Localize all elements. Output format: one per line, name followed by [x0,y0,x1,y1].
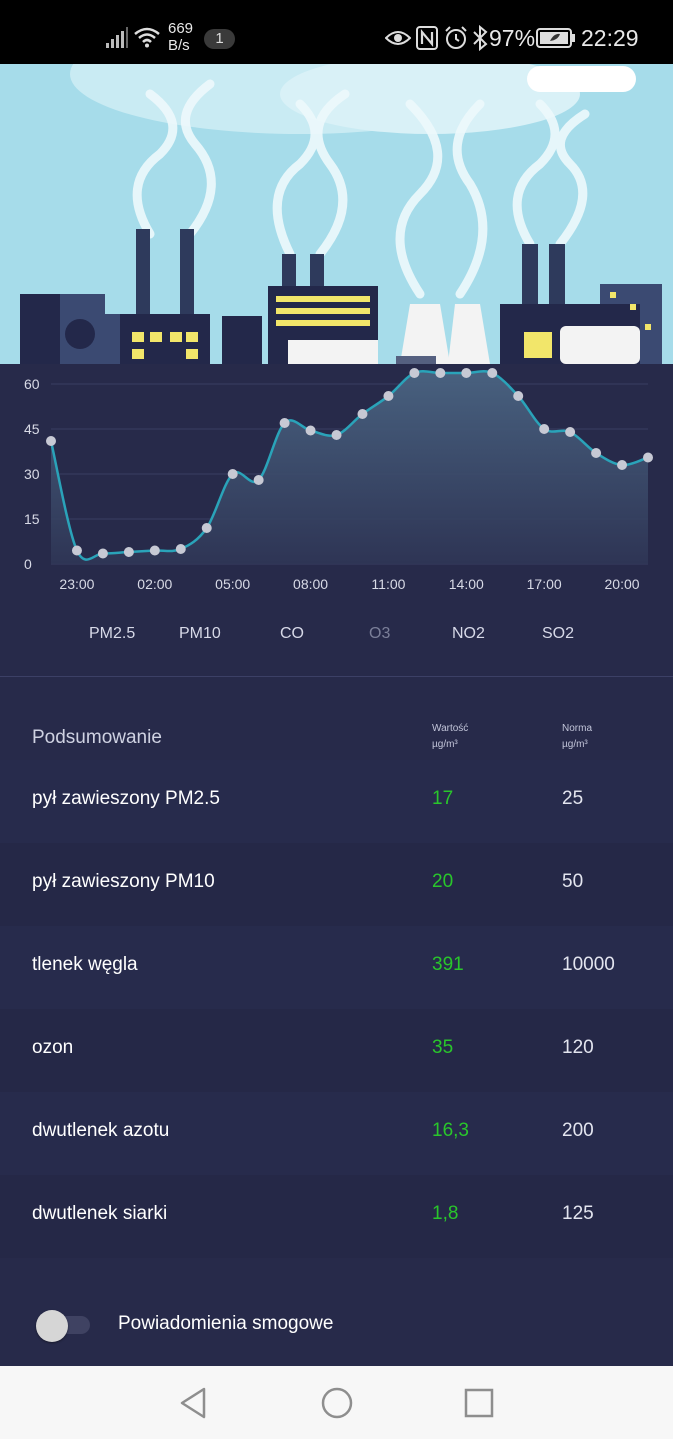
notification-count-badge: 1 [204,29,235,49]
x-tick-label: 08:00 [293,576,328,592]
data-point [279,418,290,428]
decorative-cloud-pill [527,66,636,92]
factory-skyline-image [20,64,662,364]
data-point [149,545,160,556]
pollutant-name: pył zawieszony PM10 [32,871,215,892]
x-tick-label: 14:00 [449,576,484,592]
data-point [539,424,550,434]
network-speed: 669 B/s [168,20,194,54]
table-row: pył zawieszony PM10 20 50 [0,843,673,926]
x-tick-label: 11:00 [371,576,405,592]
tab-o3[interactable]: O3 [369,625,391,642]
chart-area-fill [51,371,648,564]
data-point [643,452,653,463]
bluetooth-icon [473,25,488,51]
data-point [123,547,134,557]
data-point [435,368,446,378]
data-point [97,548,108,559]
wifi-icon [134,27,160,48]
data-point [513,391,524,401]
factory-illustration [0,64,673,364]
data-point [617,460,628,470]
data-point [253,475,264,485]
data-point [305,425,316,436]
norm-column-header: Norma µg/m³ [562,723,593,750]
x-tick-label: 17:00 [527,576,562,592]
pollutant-tabs: PM2.5 PM10 CO O3 NO2 SO2 [0,625,673,649]
value-column-header: Wartość µg/m³ [432,723,469,750]
pollutant-value: 16,3 [432,1120,469,1141]
pollutant-name: dwutlenek azotu [32,1120,170,1141]
data-point [175,544,186,554]
table-row: pył zawieszony PM2.5 17 25 [0,760,673,843]
pollutant-value: 17 [432,788,454,809]
y-tick-label: 60 [24,376,40,392]
x-tick-label: 23:00 [59,576,94,592]
data-point [461,368,472,378]
y-tick-label: 45 [24,421,40,437]
data-point [71,545,82,556]
pollution-line-chart: 0 15 30 45 60 23:00 02:00 05:00 08:00 11:00 14:00… [24,368,653,592]
tab-pm25[interactable]: PM2.5 [89,625,136,642]
x-tick-label: 02:00 [137,576,172,592]
table-row: tlenek węgla 391 10000 [0,926,673,1009]
pollutant-name: tlenek węgla [32,954,138,975]
nfc-icon [416,26,438,50]
data-point [591,448,602,458]
back-icon[interactable] [178,1386,208,1420]
table-row: ozon 35 120 [0,1009,673,1092]
pollutant-value: 1,8 [432,1203,459,1224]
y-tick-label: 0 [24,556,32,572]
table-row: dwutlenek siarki 1,8 125 [0,1175,673,1258]
divider [0,676,673,677]
pollutant-norm: 10000 [562,954,615,975]
battery-icon [536,28,575,48]
data-point [409,368,420,378]
pollutant-norm: 200 [562,1120,594,1141]
tab-no2[interactable]: NO2 [452,625,485,642]
clock: 22:29 [581,25,639,51]
pollutant-name: pył zawieszony PM2.5 [32,788,220,809]
recents-icon[interactable] [463,1387,495,1419]
tab-so2[interactable]: SO2 [542,625,575,642]
pollutant-norm: 120 [562,1037,594,1058]
data-point [46,436,56,446]
tab-co[interactable]: CO [280,625,304,642]
data-point [487,368,498,378]
pollutant-norm: 25 [562,788,584,809]
x-tick-label: 05:00 [215,576,250,592]
data-point [357,409,368,419]
x-tick-label: 20:00 [605,576,640,592]
table-row: dwutlenek azotu 16,3 200 [0,1092,673,1175]
data-point [201,523,212,533]
pollutant-norm: 125 [562,1203,594,1224]
eye-icon [385,31,411,45]
summary-header: Podsumowanie Wartość µg/m³ Norma µg/m³ [0,700,673,760]
smog-notifications-toggle[interactable] [36,1310,90,1342]
data-point [227,469,238,479]
alarm-icon [445,26,467,49]
data-point [565,427,576,437]
smog-notifications-label: Powiadomienia smogowe [118,1313,334,1334]
data-point [331,430,342,440]
pollutant-name: ozon [32,1037,74,1058]
data-point [383,391,394,401]
toggle-knob [36,1310,68,1342]
status-bar: 669 B/s 1 97% 22:29 [0,0,673,64]
pollutant-value: 391 [432,954,464,975]
system-nav-bar [0,1366,673,1439]
battery-percent: 97% [489,25,536,51]
home-icon[interactable] [320,1386,354,1420]
y-tick-label: 30 [24,466,40,482]
summary-title: Podsumowanie [32,727,162,748]
pollutant-value: 35 [432,1037,454,1058]
pollutant-value: 20 [432,871,454,892]
pollutant-norm: 50 [562,871,584,892]
pollutant-name: dwutlenek siarki [32,1203,168,1224]
pollution-chart: 0 15 30 45 60 23:00 02:00 05:00 08:00 11:00 14:00… [0,364,673,676]
y-tick-label: 15 [24,511,40,527]
signal-icon [106,27,128,48]
tab-pm10[interactable]: PM10 [179,625,221,642]
